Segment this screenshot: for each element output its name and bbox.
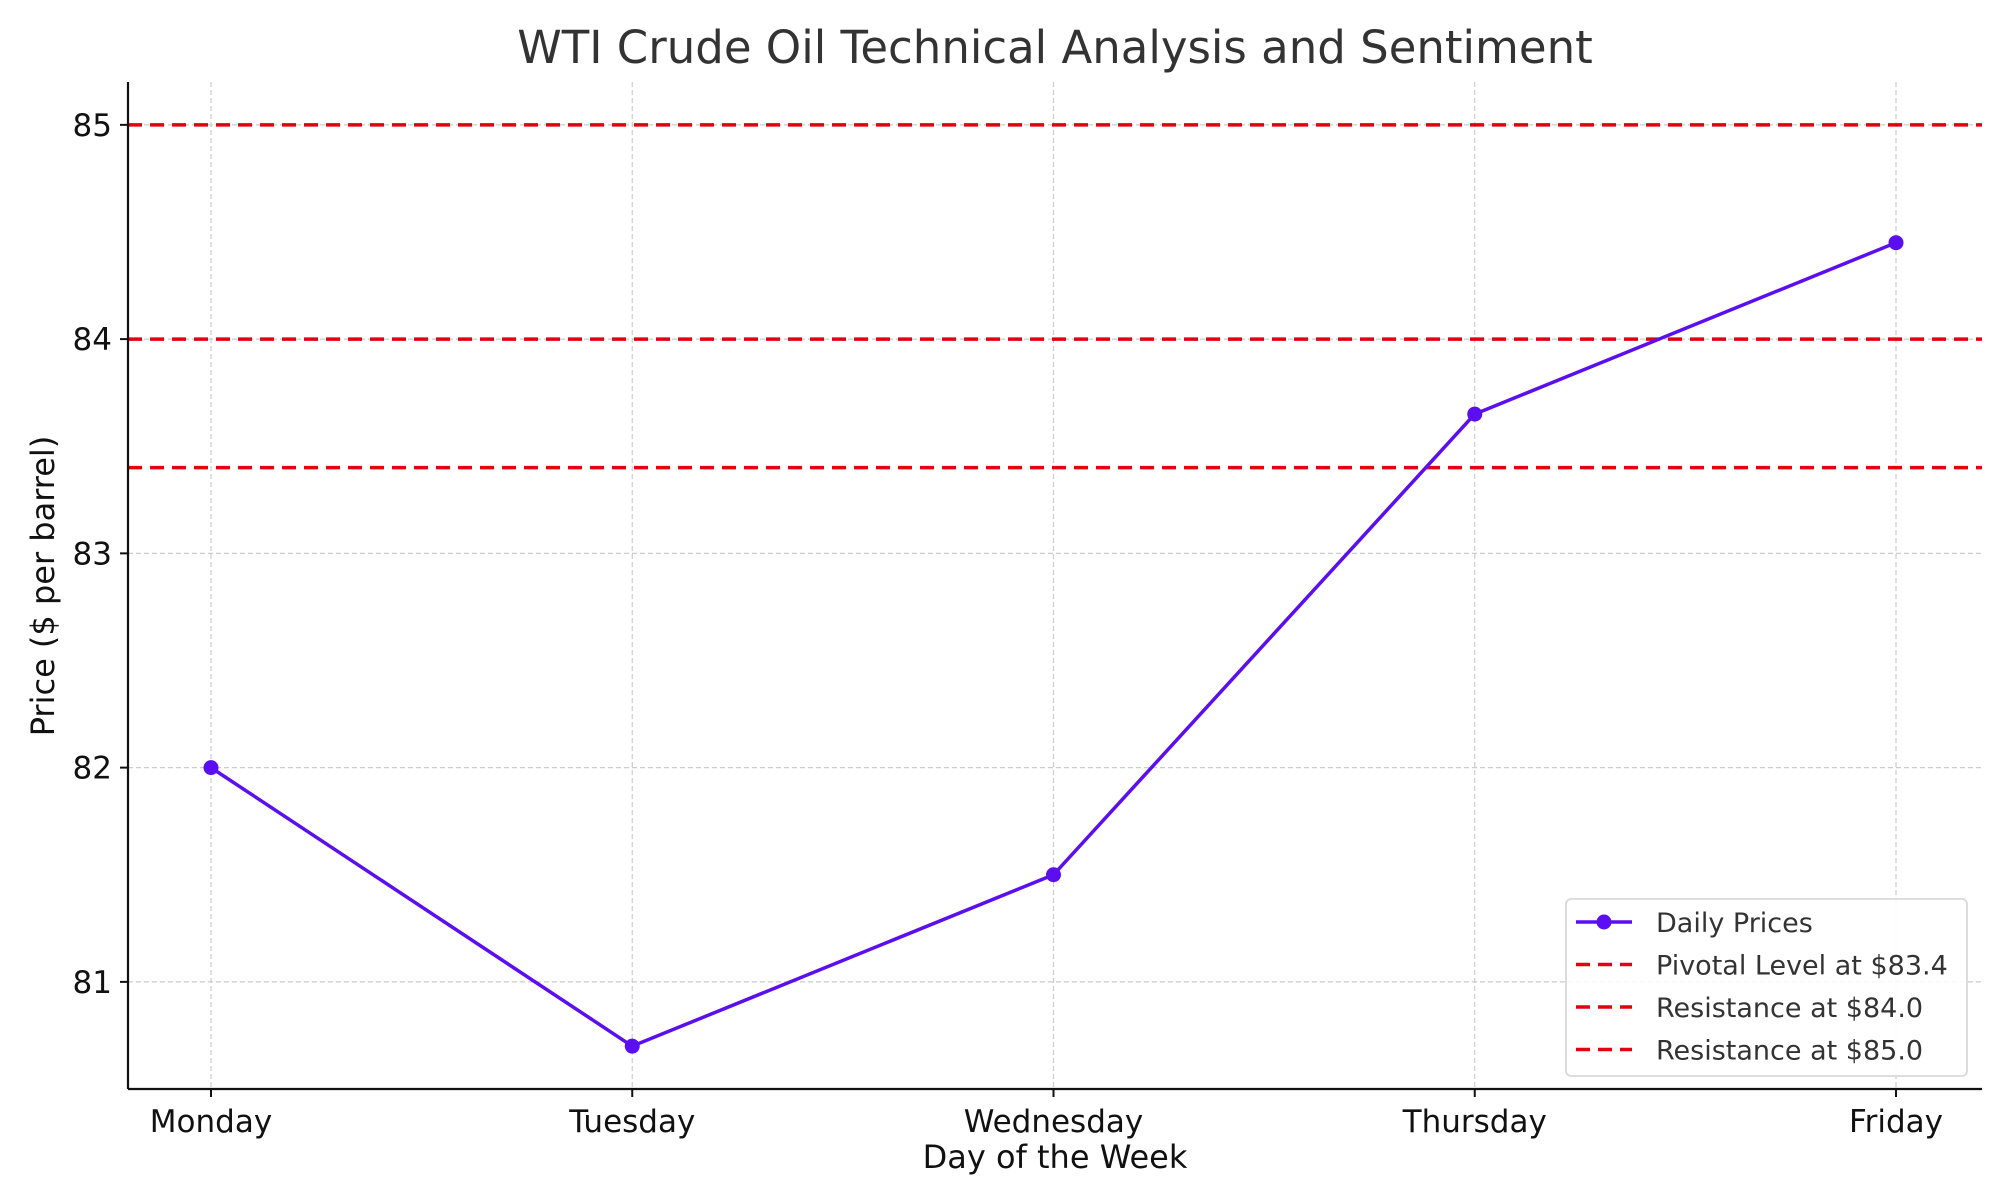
legend-box [1565,898,1968,1077]
reference-lines [128,123,1982,470]
x-tick-label: Monday [150,1104,272,1140]
x-axis-label: Day of the Week [923,1138,1188,1176]
x-tick-label: Thursday [1402,1104,1547,1140]
data-point [624,1038,640,1054]
y-tick-label: 82 [73,751,112,787]
legend-item: Daily Prices [1576,908,1813,939]
x-tick-label: Tuesday [568,1104,695,1140]
legend-label: Pivotal Level at $83.4 [1656,951,1948,982]
y-tick-label: 84 [73,322,112,358]
series-daily-prices [203,235,1904,1054]
y-axis-label: Price ($ per barrel) [24,436,62,737]
legend-label: Daily Prices [1656,908,1813,939]
y-tick-label: 81 [73,965,112,1001]
y-axis-ticks: 81 82 83 84 85 [73,108,128,1001]
legend-swatch-marker [1596,914,1612,930]
x-tick-label: Wednesday [964,1104,1143,1140]
y-tick-label: 83 [73,536,112,572]
legend-label: Resistance at $85.0 [1656,1036,1923,1067]
legend: Daily Prices Pivotal Level at $83.4 Resist… [1565,898,1968,1077]
y-tick-label: 85 [73,108,112,144]
chart-title: WTI Crude Oil Technical Analysis and Sen… [517,21,1593,74]
legend-item: Pivotal Level at $83.4 [1576,951,1948,982]
data-point [1046,867,1061,883]
legend-item: Resistance at $85.0 [1576,1036,1923,1067]
data-point [1467,406,1483,422]
x-tick-label: Friday [1849,1104,1943,1140]
x-axis-ticks: Monday Tuesday Wednesday Thursday Friday [150,1089,1943,1140]
axes [126,82,1982,1091]
data-point [1888,235,1904,251]
data-point [203,760,219,776]
legend-label: Resistance at $84.0 [1656,993,1923,1024]
legend-item: Resistance at $84.0 [1576,993,1923,1024]
